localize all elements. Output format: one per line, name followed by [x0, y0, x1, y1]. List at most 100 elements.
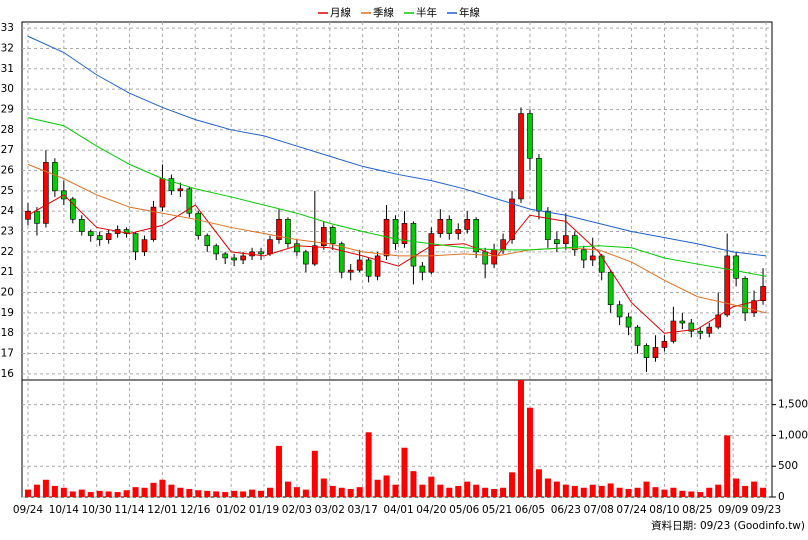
x-tick-label: 02/03: [282, 504, 312, 516]
volume-bar: [616, 487, 623, 497]
candle-body: [186, 188, 193, 214]
volume-bar: [338, 487, 345, 497]
volume-bar: [500, 487, 507, 497]
volume-bar: [392, 484, 399, 497]
y2-tick-label: 1,500: [778, 399, 808, 411]
candle-body: [195, 212, 202, 236]
y-tick-label: 23: [1, 226, 14, 238]
y-tick-label: 30: [1, 83, 14, 95]
volume-bar: [186, 488, 193, 497]
candle-body: [464, 219, 471, 230]
y-tick-label: 27: [1, 144, 14, 156]
candle-body: [733, 255, 739, 279]
candle-body: [545, 210, 551, 240]
volume-bar: [249, 489, 256, 497]
volume-bar: [267, 487, 274, 497]
candle-body: [320, 227, 327, 247]
volume-bar: [535, 469, 542, 497]
volume-bar: [87, 492, 94, 497]
y-tick-label: 31: [1, 63, 14, 75]
candle-body: [338, 243, 345, 273]
volume-bar: [562, 484, 569, 497]
y-tick-label: 17: [1, 348, 14, 360]
volume-bar: [446, 487, 453, 497]
candle-body: [222, 253, 228, 259]
volume-bar: [455, 485, 462, 497]
candle-body: [482, 251, 488, 265]
volume-bar: [464, 481, 471, 497]
y-tick-label: 26: [1, 164, 15, 176]
y-tick-label: 33: [1, 22, 14, 34]
volume-bar: [347, 488, 354, 497]
candle-body: [419, 265, 426, 273]
x-tick-label: 10/30: [82, 504, 112, 516]
candle-body: [580, 249, 587, 261]
x-tick-label: 01/19: [249, 504, 279, 516]
footer: 資料日期: 09/23 (Goodinfo.tw): [651, 519, 805, 532]
candle-body: [661, 341, 668, 348]
legend-label: 季線: [373, 6, 394, 19]
volume-bar: [598, 485, 605, 497]
volume-bar: [697, 492, 704, 497]
volume-bar: [320, 478, 327, 497]
candle-body: [715, 314, 722, 328]
x-tick-label: 05/06: [449, 504, 480, 516]
volume-bar: [679, 490, 686, 497]
candle-body: [69, 198, 76, 220]
candle-body: [652, 347, 659, 358]
volume-bar: [284, 481, 291, 497]
candle-body: [589, 255, 596, 261]
volume-bar: [643, 481, 650, 497]
volume-bar: [760, 487, 767, 497]
volume-bar: [329, 485, 336, 497]
volume-bar: [374, 479, 381, 497]
volume-bar: [706, 487, 713, 497]
volume-bar: [518, 380, 525, 497]
candle-body: [231, 257, 237, 261]
candle-body: [410, 223, 417, 267]
y-tick-label: 24: [1, 205, 15, 217]
volume-bar: [419, 484, 426, 497]
x-tick-label: 09/24: [13, 504, 44, 516]
candle-body: [437, 219, 444, 234]
candle-body: [634, 326, 641, 346]
y2-tick-label: 500: [778, 460, 798, 472]
volume-bar: [428, 476, 435, 497]
candle-body: [204, 235, 211, 247]
volume-bar: [401, 447, 408, 497]
volume-bar: [159, 479, 166, 497]
candle-body: [706, 326, 713, 334]
candle-body: [267, 239, 273, 255]
candle-body: [96, 235, 103, 240]
candle-body: [258, 251, 264, 255]
volume-bar: [150, 482, 157, 497]
candle-body: [213, 245, 220, 255]
candle-body: [607, 271, 614, 306]
volume-bar: [195, 490, 202, 497]
x-tick-label: 04/20: [416, 504, 446, 516]
volume-bar: [60, 487, 67, 497]
candle-body: [518, 113, 524, 200]
y-tick-label: 29: [1, 103, 14, 115]
volume-bar: [625, 488, 632, 497]
legend-label: 年線: [459, 6, 480, 19]
volume-bar: [42, 479, 49, 497]
y2-tick-label: 0: [778, 491, 785, 503]
x-tick-label: 11/14: [114, 504, 145, 516]
candle-body: [536, 157, 542, 212]
candle-body: [312, 245, 318, 265]
volume-bar: [293, 487, 300, 497]
volume-bar: [742, 485, 749, 497]
x-tick-label: 01/02: [216, 504, 246, 516]
x-tick-label: 08/25: [682, 504, 712, 516]
volume-bar: [222, 492, 229, 497]
volume-bar: [607, 483, 614, 497]
volume-bar: [302, 489, 309, 497]
candle-body: [276, 219, 282, 240]
volume-bar: [204, 490, 211, 497]
candle-body: [78, 219, 85, 232]
volume-bar: [491, 488, 498, 497]
x-tick-label: 03/02: [315, 504, 345, 516]
x-tick-label: 09/23: [751, 504, 781, 516]
